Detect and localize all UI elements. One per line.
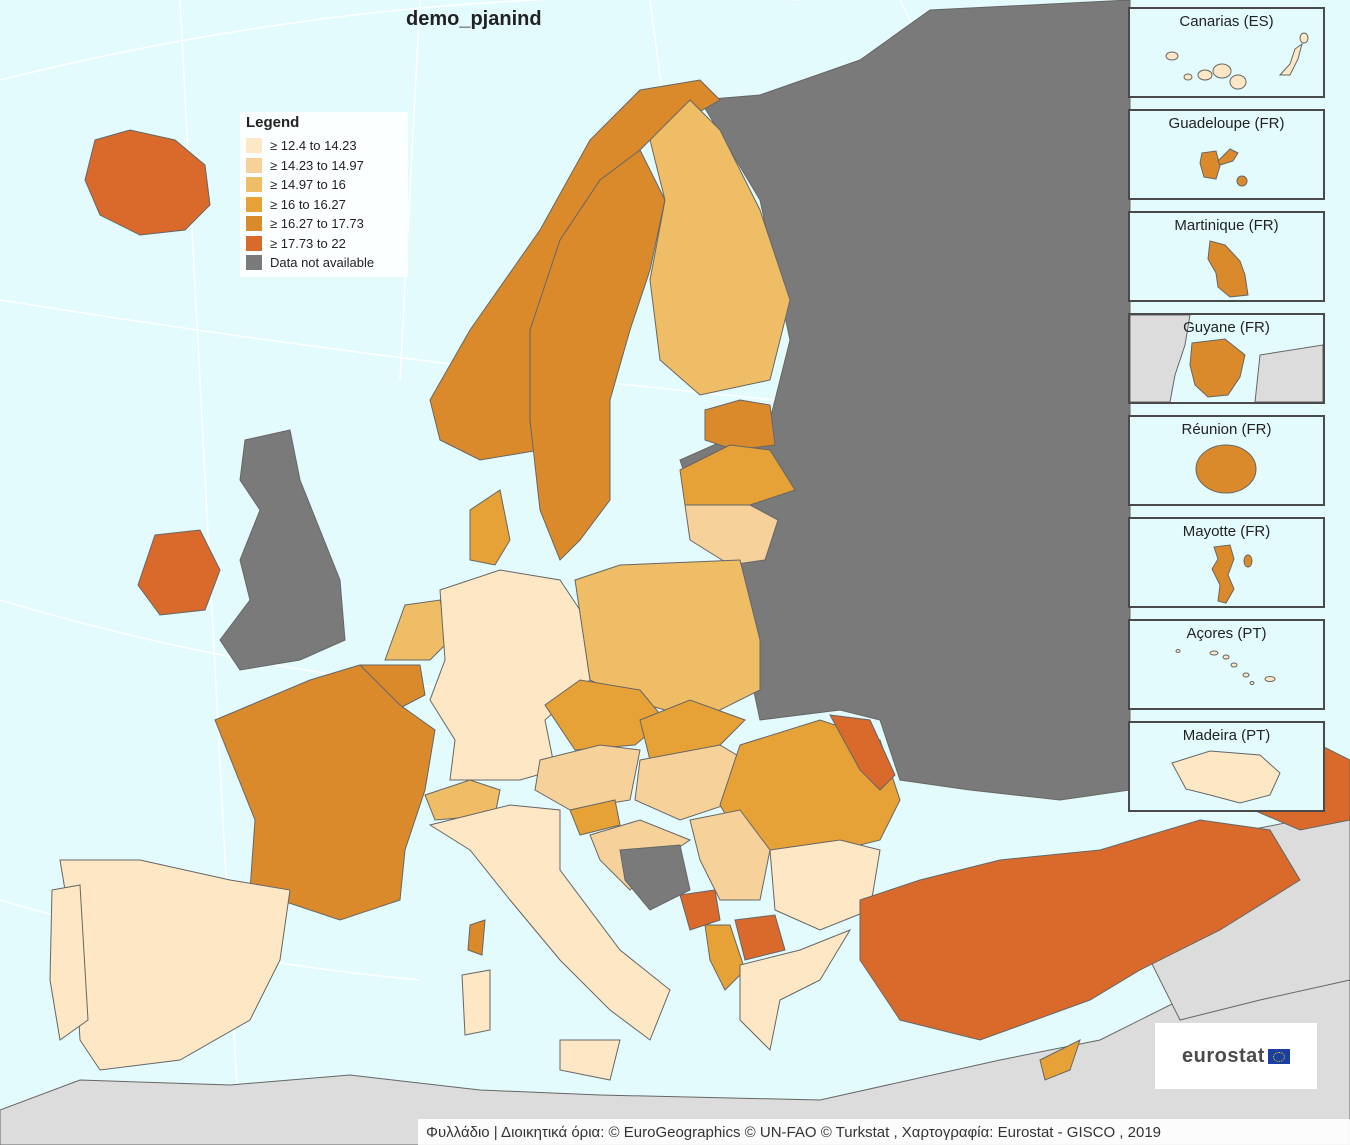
region-slovenia [569,799,621,836]
region-denmark [469,489,511,566]
legend-label: ≥ 14.23 to 14.97 [270,157,364,173]
inset-canarias-map [1165,32,1309,90]
inset-acores[interactable]: Açores (PT) [1128,619,1325,710]
region-turkey [859,819,1301,1041]
inset-martinique[interactable]: Martinique (FR) [1128,211,1325,302]
region-netherlands [384,599,451,661]
inset-label: Canarias (ES) [1179,13,1274,30]
legend-label: ≥ 16.27 to 17.73 [270,216,364,232]
inset-guyane-map [1130,315,1323,402]
inset-label: Madeira (PT) [1182,727,1271,744]
region-serbia [689,809,771,901]
legend-label: Data not available [270,255,375,271]
inset-label: Réunion (FR) [1181,421,1272,438]
region-greece [739,928,852,1052]
inset-mayotte[interactable]: Mayotte (FR) [1128,517,1325,608]
region-france [214,664,436,921]
madeira-island [1171,750,1281,804]
legend-item[interactable]: ≥ 12.4 to 14.23 [244,136,404,156]
region-switzerland [424,779,501,821]
region-bosnia [619,844,691,911]
inset-reunion-map [1195,444,1257,494]
inset-mayotte-map [1211,544,1253,604]
inset-martinique-map [1207,240,1249,298]
inset-madeira-map [1171,750,1281,804]
region-non-eu-north-africa [0,979,1350,1145]
region-estonia [704,399,776,451]
legend-item[interactable]: ≥ 14.97 to 16 [244,175,404,195]
inset-guadeloupe-map [1199,148,1248,187]
region-albania [704,924,746,991]
region-lithuania [684,504,779,566]
inset-label: Açores (PT) [1186,625,1267,642]
region-united-kingdom [219,429,346,671]
region-italy [428,804,671,1041]
region-corsica [467,919,486,956]
map-title: demo_pjanind [406,8,542,30]
inset-label: Mayotte (FR) [1182,523,1271,540]
region-sweden [529,149,666,561]
eurostat-logo-text: eurostat [1182,1044,1265,1067]
legend-label: ≥ 14.97 to 16 [270,177,346,193]
guyane-neighbour-brazil [1254,344,1323,402]
legend-item[interactable]: ≥ 16 to 16.27 [244,195,404,215]
legend-item[interactable]: ≥ 17.73 to 22 [244,234,404,254]
region-cyprus [1039,1039,1081,1081]
region-iceland [84,129,211,236]
region-sardinia [461,969,491,1036]
martinique-island [1207,240,1249,298]
guyane-neighbour-suriname [1130,315,1191,402]
eurostat-logo: eurostat [1154,1022,1318,1090]
region-finland [649,99,791,396]
attribution-bar: Φυλλάδιο | Διοικητικά όρια: © EuroGeogra… [418,1119,1350,1145]
inset-reunion[interactable]: Réunion (FR) [1128,415,1325,506]
guadeloupe-island [1199,148,1248,187]
legend-title: Legend [246,114,300,131]
legend-item[interactable]: ≥ 14.23 to 14.97 [244,156,404,176]
legend-item[interactable]: ≥ 16.27 to 17.73 [244,214,404,234]
legend-swatch [246,196,262,212]
inset-label: Guyane (FR) [1183,319,1270,336]
legend-label: ≥ 17.73 to 22 [270,235,346,251]
inset-canarias[interactable]: Canarias (ES) [1128,7,1325,98]
legend-swatch [246,177,262,193]
reunion-island [1195,444,1257,494]
inset-madeira[interactable]: Madeira (PT) [1128,721,1325,812]
legend-swatch [246,157,262,173]
legend-swatch [246,255,262,271]
inset-label: Guadeloupe (FR) [1168,115,1285,132]
legend-swatch [246,138,262,154]
canarias-islands [1165,32,1309,90]
region-north-macedonia [734,914,786,961]
region-portugal [49,884,89,1041]
inset-panels: Canarias (ES) Guadeloupe (FR) Martinique… [1128,7,1325,823]
region-austria [534,744,641,811]
eu-flag-icon [1267,1048,1290,1064]
region-moldova [829,714,896,791]
legend-item[interactable]: Data not available [244,253,404,273]
legend-swatch [246,216,262,232]
legend-label: ≥ 12.4 to 14.23 [270,138,357,154]
inset-acores-map [1175,649,1276,685]
legend-label: ≥ 16 to 16.27 [270,196,346,212]
guyane-territory [1189,338,1246,398]
mayotte-island [1211,544,1253,604]
inset-guadeloupe[interactable]: Guadeloupe (FR) [1128,109,1325,200]
legend-swatch [246,235,262,251]
acores-islands [1175,649,1276,685]
region-sicily [559,1039,621,1081]
inset-guyane[interactable]: Guyane (FR) [1128,313,1325,404]
legend: Legend ≥ 12.4 to 14.23 ≥ 14.23 to 14.97 … [240,112,408,277]
region-montenegro [679,889,721,931]
region-ireland [137,529,221,616]
inset-label: Martinique (FR) [1174,217,1279,234]
